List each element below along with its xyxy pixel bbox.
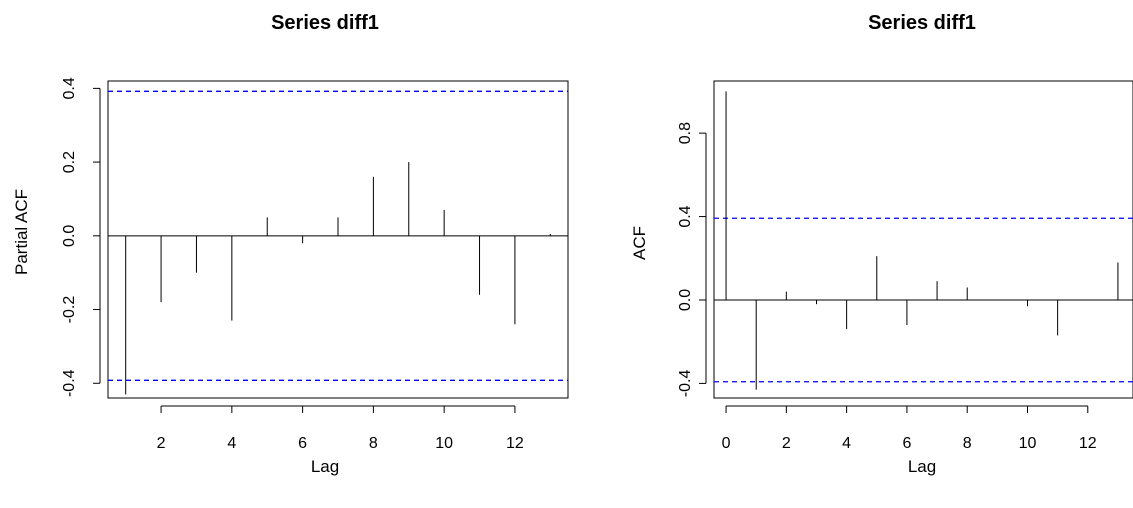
pacf-title: Series diff1 [271, 12, 379, 34]
acf-y-axis-label: ACF [630, 226, 649, 260]
pacf-y-axis-label: Partial ACF [12, 189, 31, 275]
acf-y-tick-label: -0.4 [677, 370, 694, 398]
acf-x-tick-label: 6 [902, 435, 911, 452]
pacf-y-tick-label: 0.4 [61, 77, 78, 99]
pacf-y-tick-label: -0.2 [61, 296, 78, 324]
acf-x-tick-label: 10 [1019, 435, 1037, 452]
pacf-x-tick-label: 10 [435, 435, 453, 452]
acf-x-tick-label: 2 [782, 435, 791, 452]
acf-panel: Series diff1 Lag ACF 0 2 4 6 8 10 12 -0.4 0.0 0.4… [630, 12, 1133, 476]
pacf-x-tick-label: 2 [157, 435, 166, 452]
pacf-plot-frame [107, 80, 569, 399]
acf-x-tick-label: 12 [1079, 435, 1097, 452]
acf-plot-frame [713, 80, 1133, 399]
acf-x-tick-label: 8 [963, 435, 972, 452]
acf-y-tick-label: 0.4 [677, 205, 694, 227]
pacf-y-tick-label: 0.2 [61, 151, 78, 173]
acf-y-tick-label: 0.8 [677, 122, 694, 144]
acf-title: Series diff1 [868, 12, 976, 34]
acf-x-axis-label: Lag [908, 457, 936, 476]
acf-y-tick-label: 0.0 [677, 289, 694, 311]
pacf-x-tick-label: 12 [506, 435, 524, 452]
pacf-y-tick-label: -0.4 [61, 369, 78, 397]
acf-x-tick-label: 4 [842, 435, 851, 452]
pacf-y-tick-label: 0.0 [61, 225, 78, 247]
pacf-x-tick-label: 6 [298, 435, 307, 452]
acf-x-tick-label: 0 [722, 435, 731, 452]
pacf-x-axis-label: Lag [311, 457, 339, 476]
pacf-panel: Series diff1 Lag Partial ACF 2 4 6 8 10 12 -0.… [12, 12, 569, 476]
pacf-x-tick-label: 4 [227, 435, 236, 452]
pacf-x-tick-label: 8 [369, 435, 378, 452]
